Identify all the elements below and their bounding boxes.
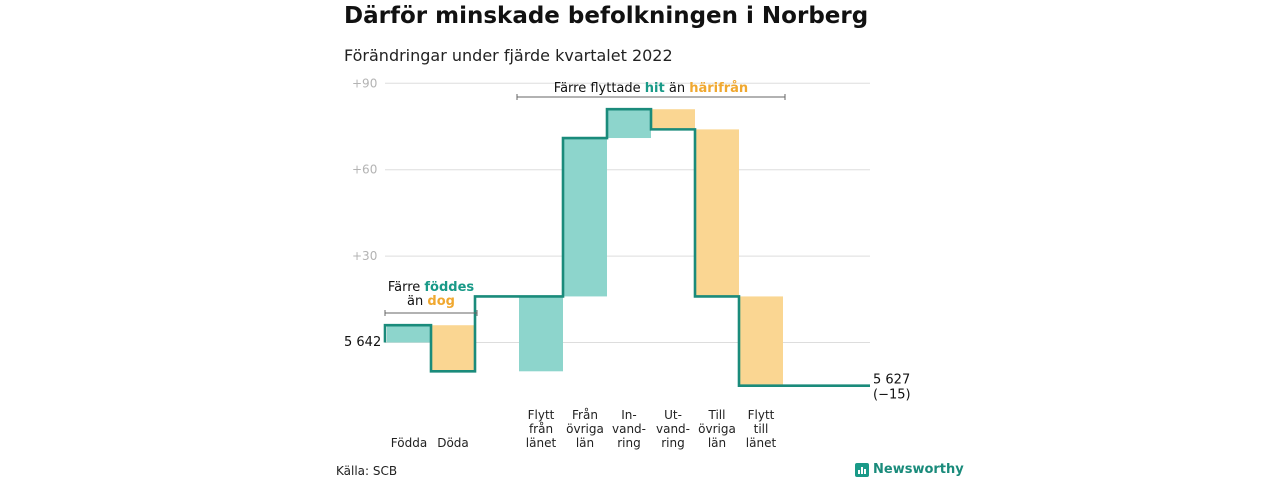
- annotation-highlight: härifrån: [689, 81, 748, 96]
- category-label-line: In-: [621, 408, 636, 422]
- waterfall-bar: [519, 296, 563, 372]
- waterfall-bar: [431, 325, 475, 372]
- waterfall-bar: [739, 296, 783, 386]
- annotation-highlight: dog: [427, 294, 455, 309]
- category-label: Från övriga län: [566, 408, 604, 450]
- annotation-highlight: föddes: [424, 280, 474, 295]
- brand-name: Newsworthy: [873, 462, 964, 477]
- births-annotation-line1: Färre föddes: [388, 280, 475, 295]
- waterfall-bar: [387, 325, 431, 343]
- category-label: In-vand-ring: [612, 408, 646, 450]
- cumulative-step-line: [383, 107, 870, 387]
- category-label-line: Döda: [437, 436, 469, 450]
- start-value-label: 5 642: [344, 335, 381, 350]
- annotation-text: än: [665, 81, 689, 96]
- category-label-line: till: [754, 422, 769, 436]
- waterfall-bar: [607, 109, 651, 139]
- category-label-line: från: [529, 422, 553, 436]
- category-label: Flytt till länet: [746, 408, 777, 450]
- category-label: Födda: [391, 436, 427, 450]
- waterfall-bar: [563, 138, 607, 297]
- annotation-text: Färre flyttade: [554, 81, 645, 96]
- waterfall-bar: [651, 109, 695, 130]
- source-note: Källa: SCB: [336, 464, 398, 478]
- migration-annotation: Färre flyttade hit än härifrån: [554, 81, 748, 96]
- category-label-line: län: [576, 436, 594, 450]
- category-label-line: övriga: [698, 422, 736, 436]
- annotation-highlight: hit: [645, 81, 665, 96]
- end-value-label: 5 627: [873, 373, 910, 388]
- category-label-line: län: [708, 436, 726, 450]
- category-label-line: Från: [572, 408, 598, 422]
- y-tick-label: +90: [352, 76, 377, 90]
- category-label-line: vand-: [656, 422, 690, 436]
- category-label-line: Till: [708, 408, 726, 422]
- category-label: Ut-vand-ring: [656, 408, 690, 450]
- category-label-line: Ut-: [664, 408, 682, 422]
- category-label-line: länet: [746, 436, 777, 450]
- category-label-line: Flytt: [528, 408, 555, 422]
- annotation-text: än: [407, 294, 427, 309]
- category-label-line: Flytt: [748, 408, 775, 422]
- category-label: Döda: [437, 436, 469, 450]
- category-label-line: Födda: [391, 436, 427, 450]
- end-change-label: (−15): [873, 388, 911, 403]
- births-annotation-line2: än dog: [407, 294, 455, 309]
- chart-subtitle: Förändringar under fjärde kvartalet 2022: [344, 46, 673, 65]
- category-label-line: ring: [617, 436, 641, 450]
- category-label-line: ring: [661, 436, 685, 450]
- newsworthy-logo-icon: [855, 462, 869, 477]
- brand-logo: Newsworthy: [855, 462, 964, 477]
- chart-title: Därför minskade befolkningen i Norberg: [344, 3, 869, 29]
- annotation-text: Färre: [388, 280, 425, 295]
- category-label: Flytt från länet: [526, 408, 557, 450]
- waterfall-bar: [695, 129, 739, 297]
- category-label-line: länet: [526, 436, 557, 450]
- category-label-line: övriga: [566, 422, 604, 436]
- y-tick-label: +60: [352, 163, 377, 177]
- category-label: Till övriga län: [698, 408, 736, 450]
- category-label-line: vand-: [612, 422, 646, 436]
- y-tick-label: +30: [352, 249, 377, 263]
